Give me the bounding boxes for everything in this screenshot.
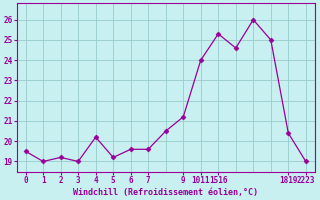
X-axis label: Windchill (Refroidissement éolien,°C): Windchill (Refroidissement éolien,°C) bbox=[73, 188, 258, 197]
